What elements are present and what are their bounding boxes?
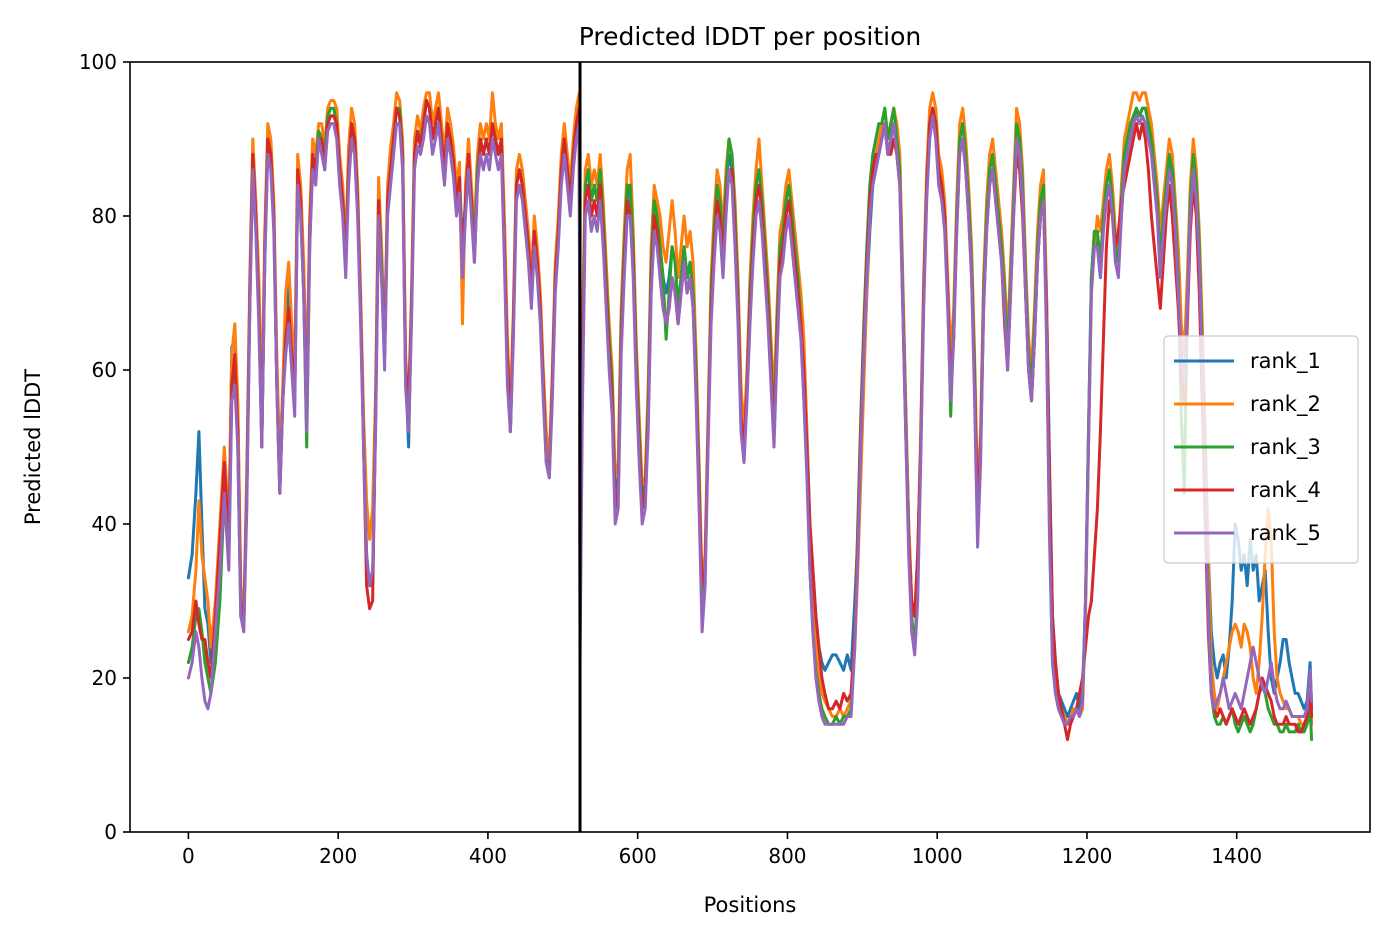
x-axis: 0 200 400 600 800 1000 1200 1400 bbox=[182, 832, 1262, 868]
legend-box bbox=[1163, 335, 1359, 564]
x-tick-label: 400 bbox=[469, 844, 507, 868]
y-tick-label: 20 bbox=[92, 666, 117, 690]
y-axis-label: Predicted lDDT bbox=[21, 369, 45, 525]
x-tick-label: 0 bbox=[182, 844, 195, 868]
y-tick-label: 0 bbox=[104, 820, 117, 844]
x-tick-label: 600 bbox=[619, 844, 657, 868]
series-layer bbox=[186, 91, 1314, 742]
x-tick-label: 200 bbox=[319, 844, 357, 868]
y-tick-label: 80 bbox=[92, 204, 117, 228]
legend-label-rank_3: rank_3 bbox=[1250, 435, 1321, 460]
x-axis-label: Positions bbox=[704, 893, 797, 917]
y-tick-label: 40 bbox=[92, 512, 117, 536]
x-tick-label: 1200 bbox=[1062, 844, 1113, 868]
y-tick-label: 100 bbox=[79, 50, 117, 74]
y-axis: 0 20 40 60 80 100 bbox=[79, 50, 130, 844]
legend-label-rank_5: rank_5 bbox=[1250, 521, 1321, 546]
x-tick-label: 800 bbox=[768, 844, 806, 868]
y-tick-label: 60 bbox=[92, 358, 117, 382]
legend: rank_1 rank_2 rank_3 rank_4 rank_5 bbox=[1163, 335, 1359, 564]
series-line-rank_5 bbox=[186, 114, 1314, 726]
plot-frame bbox=[129, 61, 1371, 833]
legend-label-rank_4: rank_4 bbox=[1250, 478, 1321, 503]
x-tick-label: 1000 bbox=[912, 844, 963, 868]
chart-title: Predicted lDDT per position bbox=[579, 22, 921, 51]
x-tick-label: 1400 bbox=[1211, 844, 1262, 868]
legend-label-rank_1: rank_1 bbox=[1250, 349, 1321, 374]
legend-label-rank_2: rank_2 bbox=[1250, 392, 1321, 417]
